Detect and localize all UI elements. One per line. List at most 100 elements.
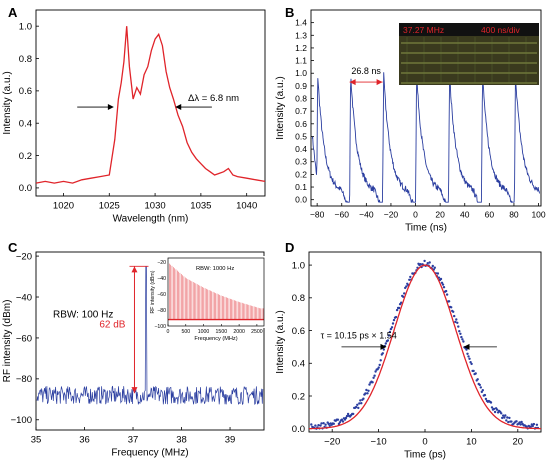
d-data-point <box>317 424 320 427</box>
c-inset-ytick-label: −40 <box>157 276 166 282</box>
d-data-point <box>400 301 403 304</box>
b-ylabel: Intensity (a.u.) <box>275 76 286 139</box>
d-data-point <box>502 414 505 417</box>
b-ytick-label: 0.0 <box>295 195 307 205</box>
d-xtick-label: 0 <box>422 437 427 448</box>
d-data-point <box>507 420 510 424</box>
d-data-point <box>525 425 528 428</box>
d-ytick-label: 0.4 <box>292 359 305 370</box>
d-data-point <box>336 418 340 421</box>
d-data-point <box>474 372 477 375</box>
d-data-point <box>395 308 399 312</box>
d-data-point <box>357 406 360 410</box>
d-data-point <box>436 272 440 275</box>
b-ytick-label: 0.2 <box>295 169 307 179</box>
d-frame <box>308 251 542 433</box>
d-data-point <box>408 278 411 281</box>
b-ytick-label: 0.5 <box>295 131 307 141</box>
c-inset-rbw-label: RBW: 1000 Hz <box>196 266 234 272</box>
d-data-point <box>355 405 358 409</box>
c-inset-xtick-label: 1000 <box>198 329 210 335</box>
panel-a: A 1020 1025 1030 1035 1040 0.0 0.2 0.4 0.6 0.8 1.0… <box>2 5 266 225</box>
b-xtick-label: 100 <box>531 210 545 220</box>
a-ytick-label: 0.4 <box>19 119 32 130</box>
d-data-point <box>455 318 458 321</box>
b-xtick-label: −20 <box>384 210 399 220</box>
d-data-point <box>481 389 484 392</box>
d-data-point <box>459 332 462 335</box>
d-data-point <box>381 352 384 355</box>
b-ytick-label: 0.4 <box>295 144 307 154</box>
d-data-point <box>391 322 395 325</box>
d-data-point <box>365 388 368 392</box>
d-data-point <box>490 406 494 409</box>
a-xtick-label: 1040 <box>236 201 257 212</box>
d-data-point <box>483 393 487 397</box>
b-xtick-label: 20 <box>435 210 445 220</box>
d-data-point <box>489 401 493 404</box>
d-data-point <box>495 408 499 411</box>
d-data-point <box>462 340 465 343</box>
panel-label-c: C <box>8 240 18 255</box>
d-data-point <box>352 412 355 416</box>
d-data-point <box>531 424 534 428</box>
d-data-point <box>461 338 464 341</box>
a-xtick-label: 1030 <box>145 201 166 212</box>
d-data-point <box>392 318 396 322</box>
d-xlabel: Time (ps) <box>404 450 446 461</box>
c-annotation-rbw: RBW: 100 Hz <box>53 309 113 320</box>
d-data-point <box>484 397 488 401</box>
d-xtick-label: 10 <box>466 437 477 448</box>
panel-c: C 35 36 37 38 39 −100 −80 −60 −40 −20 Frequency (M… <box>2 240 266 459</box>
c-xtick-label: 39 <box>225 435 236 446</box>
d-data-point <box>504 414 507 417</box>
c-inset-xtick-label: 2500 <box>251 329 263 335</box>
d-fit-line <box>309 264 541 430</box>
d-fwhm-arrowhead-right <box>463 343 470 350</box>
b-xtick-label: 40 <box>460 210 470 220</box>
d-data-point <box>338 421 342 424</box>
c-inset-frame <box>167 257 265 327</box>
c-inset-ytick-label: −20 <box>157 260 166 266</box>
b-annotation: 26.8 ns <box>351 66 381 76</box>
d-data-point <box>394 315 398 319</box>
d-data-point <box>431 264 434 268</box>
d-ytick-label: 0.0 <box>292 424 305 435</box>
d-data-point <box>428 261 431 264</box>
d-data-point <box>346 412 350 416</box>
d-data-point <box>389 327 393 331</box>
c-xtick-label: 37 <box>128 435 139 446</box>
c-inset-ylabel: RF intensity (dBm) <box>150 270 156 313</box>
d-xtick-label: −20 <box>324 437 340 448</box>
d-data-point <box>518 421 521 424</box>
d-data-point <box>373 374 376 377</box>
b-xtick-label: −40 <box>359 210 374 220</box>
c-inset-xtick-label: 1500 <box>216 329 228 335</box>
panel-label-a: A <box>8 5 18 20</box>
d-data-point <box>478 383 481 387</box>
d-data-point <box>500 412 503 415</box>
b-ytick-label: 0.1 <box>295 182 307 192</box>
a-series-line <box>35 26 266 184</box>
a-xtick-label: 1035 <box>190 201 211 212</box>
d-data-point <box>439 277 443 281</box>
a-xtick-label: 1025 <box>99 201 120 212</box>
b-inset-timebase-label: 400 ns/div <box>481 25 520 35</box>
c-xtick-label: 38 <box>176 435 187 446</box>
d-data-point <box>341 420 345 423</box>
d-data-point <box>465 348 468 351</box>
c-series-line <box>36 265 264 406</box>
d-data-point <box>445 293 449 296</box>
d-data-point <box>468 357 471 360</box>
d-data-point <box>368 383 371 386</box>
d-data-point <box>492 407 496 411</box>
c-ytick-label: −100 <box>11 415 32 426</box>
d-data-point <box>501 416 504 420</box>
d-data-point <box>322 422 325 425</box>
d-data-point <box>384 342 387 345</box>
a-xtick-label: 1020 <box>53 201 74 212</box>
d-data-point <box>344 416 348 420</box>
d-data-point <box>454 320 457 324</box>
d-data-point <box>387 334 391 337</box>
b-xtick-label: −60 <box>335 210 350 220</box>
